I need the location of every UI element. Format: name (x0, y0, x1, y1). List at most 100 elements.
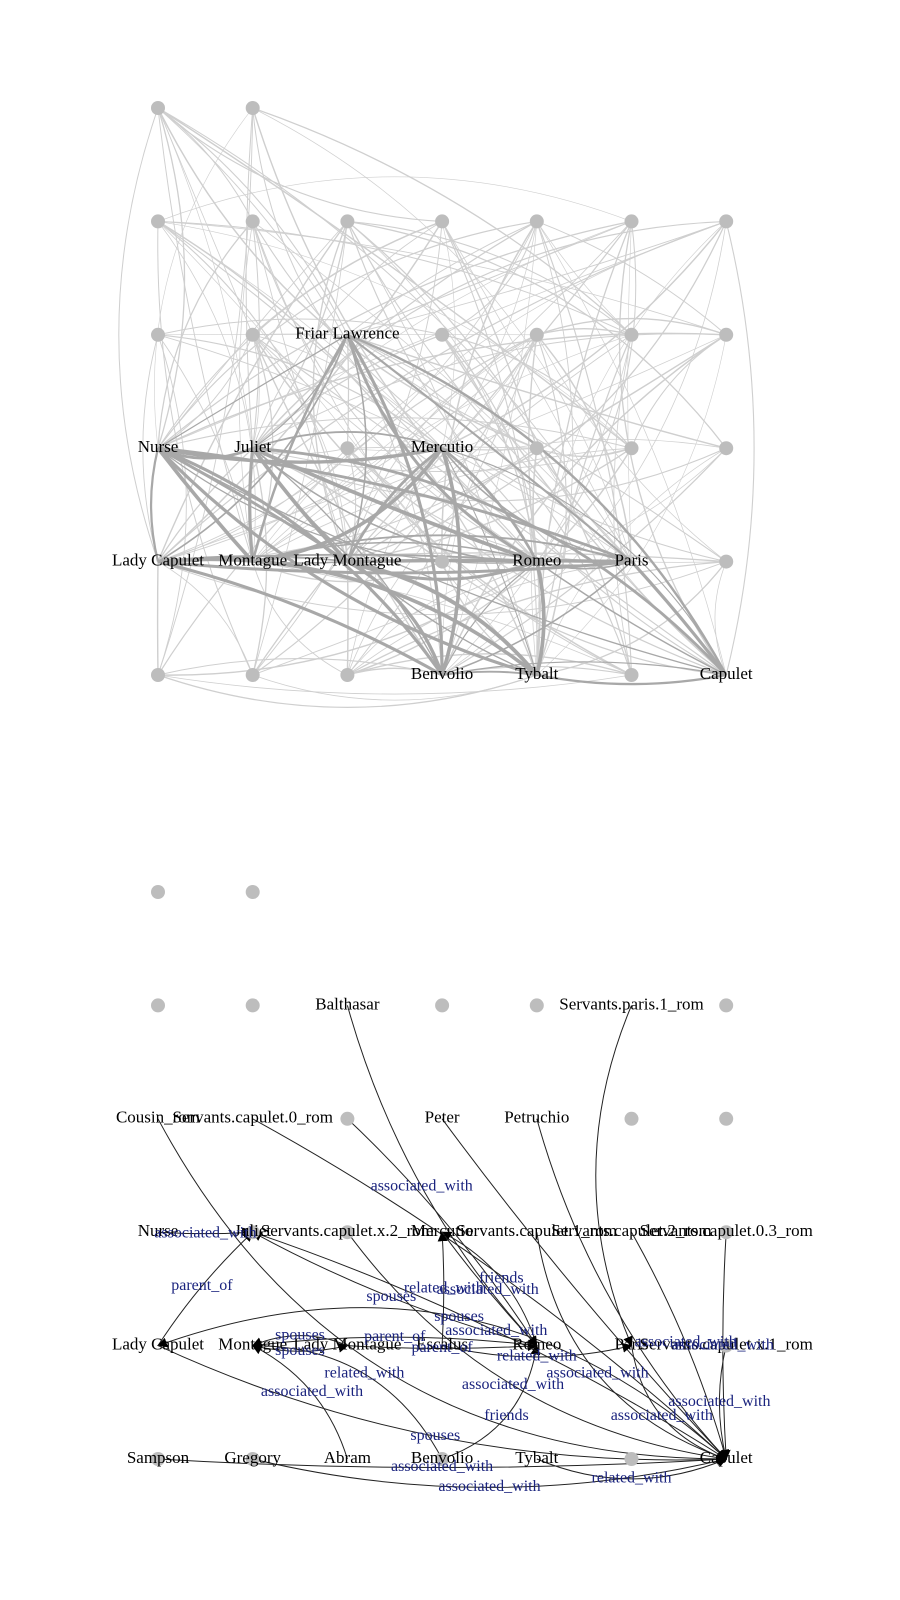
top-edge (252, 534, 632, 563)
top-node (529, 441, 544, 456)
top-edge (347, 334, 633, 676)
bottom-node (340, 1111, 355, 1126)
edge-label-associated-with: associated_with (462, 1376, 564, 1393)
top-node (624, 214, 639, 229)
edge-label-associated-with: associated_with (154, 1224, 256, 1241)
top-node-label-juliet: Juliet (234, 437, 271, 456)
top-edge (347, 667, 443, 676)
top-edge (157, 220, 632, 449)
bottom-node (245, 998, 260, 1013)
top-edge (441, 447, 727, 676)
top-edge (157, 561, 538, 676)
top-edge (441, 221, 632, 562)
top-edge (252, 107, 443, 449)
top-edge (252, 560, 348, 564)
top-edge (157, 446, 444, 676)
bottom-edge-servants-paris-1-rom-to-paris (595, 1005, 633, 1347)
bottom-edge-lady-capulet-to-capulet (157, 1345, 728, 1465)
bottom-edge-capulet-to-lady-capulet (157, 1307, 727, 1460)
top-edge (252, 552, 727, 563)
top-edge (346, 221, 727, 676)
bottom-node (245, 1225, 260, 1240)
top-character-network: Friar Lawrence Nurse Juliet Mercutio Lady Ca… (112, 101, 755, 709)
edge-label-associated-with: associated_with (611, 1407, 713, 1424)
top-edge (252, 447, 443, 676)
top-node (624, 327, 639, 342)
edge-label-related-with: related_with (497, 1348, 577, 1365)
bottom-edge-friar-lawrence-to-romeo (347, 1118, 538, 1347)
top-node (245, 327, 260, 342)
top-edge (347, 220, 632, 336)
bottom-node (719, 1225, 734, 1240)
top-edge (252, 334, 348, 562)
bottom-edge-paris-to-capulet (631, 1345, 728, 1461)
bottom-node-label-nurse: Nurse (138, 1221, 179, 1240)
bottom-node-label-mercutio: Mercutio (411, 1221, 473, 1240)
bottom-node-label-servants-capulet-2-rom: Servants.capulet.2_rom (551, 1221, 712, 1240)
top-edge (252, 334, 538, 562)
top-edge (157, 107, 254, 562)
edge-label-spouses: spouses (366, 1288, 416, 1305)
top-edge (156, 447, 538, 677)
bottom-edge-servants-capulet-2-rom-to-capulet (631, 1231, 729, 1460)
top-edge (347, 221, 727, 563)
top-edge (142, 334, 159, 562)
top-edge (536, 560, 632, 570)
top-edge (536, 447, 727, 562)
top-edge (441, 561, 633, 676)
top-edge (157, 318, 443, 336)
edge-label-parent-of: parent_of (171, 1277, 233, 1294)
top-edge (157, 658, 443, 676)
top-edge (536, 561, 727, 676)
top-edge (346, 560, 538, 581)
top-edge (346, 447, 443, 563)
bottom-edge-mercutio-to-romeo (441, 1231, 538, 1347)
bottom-edge-juliet-to-capulet (252, 1231, 728, 1460)
top-edge (157, 334, 443, 449)
edge-label-friends: friends (479, 1270, 523, 1287)
top-edge (157, 674, 632, 695)
top-edge (252, 221, 727, 562)
bottom-edge-benvolio-to-montague (251, 1340, 443, 1460)
top-edge (347, 561, 632, 676)
top-edge (252, 221, 443, 449)
edge-label-associated-with: associated_with (445, 1322, 547, 1339)
top-edge (346, 447, 632, 676)
top-edge (536, 673, 727, 686)
edge-label-associated-with: associated_with (437, 1281, 539, 1298)
bottom-node (719, 998, 734, 1013)
bottom-node (245, 885, 260, 899)
top-edge (252, 674, 537, 701)
bottom-edge-abram-to-montague (251, 1345, 348, 1460)
edge-label-associated-with: associated_with (438, 1478, 540, 1495)
top-edge (157, 107, 632, 449)
bottom-node (435, 998, 450, 1013)
top-edge (252, 334, 443, 449)
top-node-label-friar-lawrence: Friar Lawrence (295, 324, 399, 343)
top-node (151, 214, 165, 229)
bottom-edge-labels: parent_ofassociated_withassociated_witha… (154, 1178, 774, 1496)
top-edge (536, 317, 727, 336)
top-node-label-capulet: Capulet (700, 664, 753, 683)
top-node-label-paris: Paris (615, 551, 649, 570)
top-edge (149, 447, 160, 562)
bottom-node-label-escalus: Escalus (416, 1335, 468, 1354)
top-node (624, 441, 639, 456)
top-edge (252, 431, 443, 450)
top-edge (157, 561, 254, 676)
top-node (340, 668, 355, 682)
bottom-node-label-servants-capulet-x-2-rom: Servants.capulet.x.2_rom (261, 1221, 434, 1240)
top-node (529, 327, 544, 342)
edge-label-associated-with: associated_with (672, 1336, 774, 1353)
top-node-label-nurse: Nurse (138, 437, 179, 456)
top-edge (157, 446, 443, 464)
bottom-edge-tybalt-to-capulet (536, 1457, 728, 1480)
top-edge (252, 107, 632, 336)
bottom-node-label-benvolio: Benvolio (411, 1448, 473, 1467)
top-edge (157, 332, 727, 449)
top-edge (157, 220, 254, 449)
edge-label-associated-with: associated_with (261, 1383, 363, 1400)
top-edge (441, 447, 539, 563)
top-edge (536, 221, 632, 336)
top-edge (156, 447, 255, 563)
